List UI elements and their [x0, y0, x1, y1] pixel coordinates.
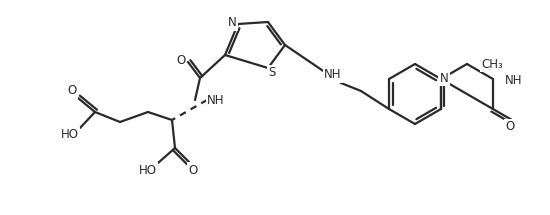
Text: HO: HO	[139, 163, 157, 177]
Text: O: O	[177, 54, 186, 68]
Text: S: S	[268, 66, 276, 80]
Text: HO: HO	[61, 129, 79, 141]
Text: N: N	[228, 17, 236, 29]
Text: NH: NH	[207, 94, 224, 106]
Text: NH: NH	[324, 69, 342, 81]
Text: N: N	[439, 72, 448, 84]
Text: NH: NH	[505, 74, 522, 86]
Text: O: O	[188, 163, 197, 177]
Text: O: O	[67, 84, 76, 97]
Text: CH₃: CH₃	[481, 57, 503, 71]
Text: O: O	[505, 120, 515, 134]
